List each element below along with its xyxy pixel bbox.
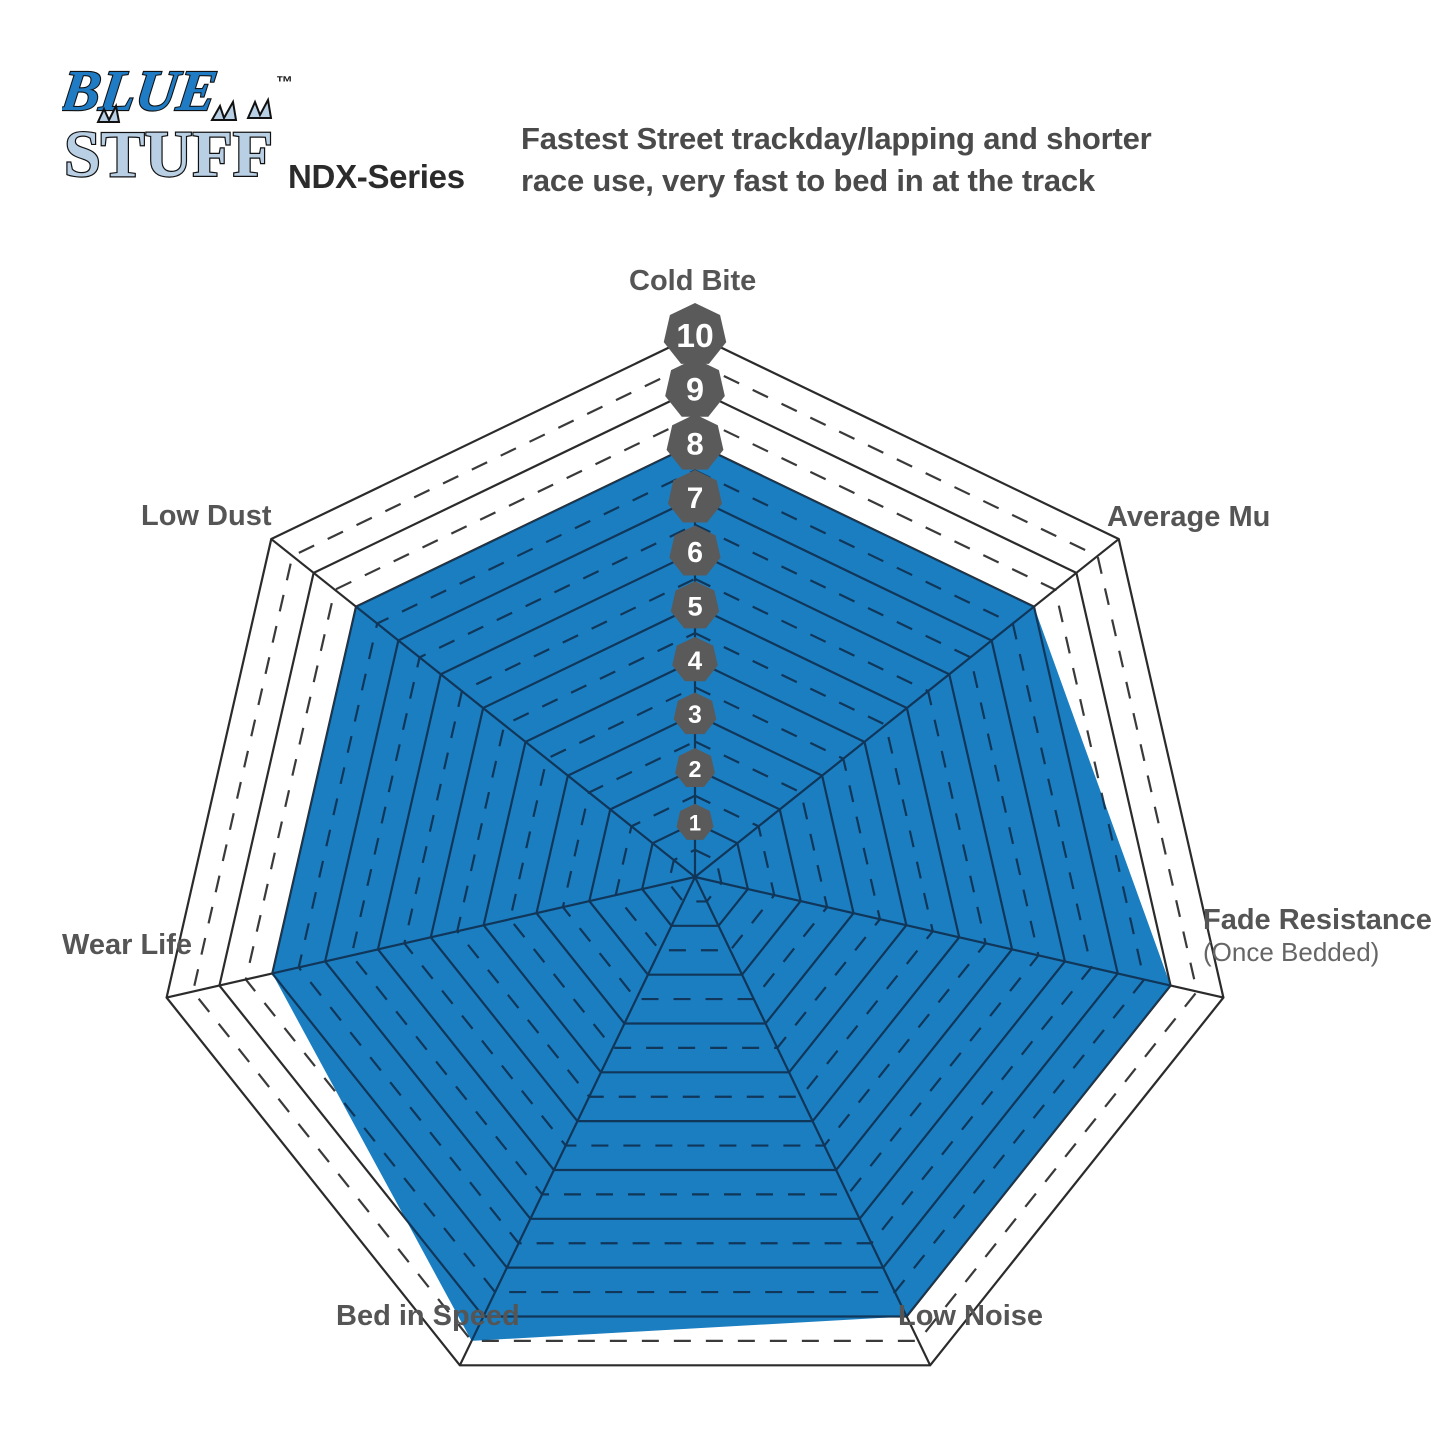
radar-ring-half-over [297,469,1093,1245]
radar-tick-badge-4: 4 [672,636,718,682]
tick-badge-shape [676,803,714,840]
logo-word-blue: BLUE [62,57,222,124]
tick-badge-shape [663,302,727,364]
tick-badge-shape [670,581,720,629]
radar-ring-half-over [403,577,987,1147]
headline: Fastest Street trackday/lapping and shor… [521,118,1261,202]
radar-ring-half-over [561,740,829,1001]
tick-badge-shape [672,636,718,682]
radar-ring-over [376,550,1014,1172]
tick-badge-label: 8 [686,426,703,461]
axis-label-low-dust: Low Dust [141,500,272,532]
axis-label-fade-resistance: Fade Resistance (Once Bedded) [1203,903,1432,968]
radar-ring-over [272,443,1119,1269]
radar-spoke-over [458,876,696,1341]
radar-tick-badge-9: 9 [665,358,725,417]
radar-ring-half-over [456,631,934,1098]
radar-tick-badge-8: 8 [666,414,724,470]
tick-badge-label: 2 [689,756,702,782]
radar-tick-badges: 1 2 3 4 5 6 7 8 9 10 [663,302,727,840]
radar-ring-over [482,658,908,1074]
tick-badge-shape [669,525,721,576]
radar-ring-over [535,713,855,1025]
radar-ring-over [429,604,961,1123]
headline-line-1: Fastest Street trackday/lapping and shor… [521,121,1152,156]
radar-ring-half [191,360,1199,1343]
tick-badge-label: 7 [687,482,704,515]
radar-ring-half-over [350,523,1040,1196]
axis-label-low-noise: Low Noise [898,1300,1044,1332]
axis-label-cold-bite: Cold Bite [629,265,757,297]
radar-tick-badge-7: 7 [667,469,723,523]
radar-tick-badge-2: 2 [675,748,715,788]
radar-spoke-over [694,876,932,1341]
radar-spoke-over [272,875,696,999]
axis-label-fade-resistance-sub: (Once Bedded) [1203,937,1380,968]
tick-badge-shape [665,358,725,417]
radar-ring-over [640,821,750,927]
radar-tick-badge-3: 3 [673,692,717,735]
tick-badge-label: 1 [689,811,701,836]
axis-label-wear-life: Wear Life [62,929,193,961]
tick-badge-label: 10 [676,317,713,355]
tick-badge-label: 5 [687,591,702,622]
radar-spoke-over [694,875,1171,999]
radar-ring-half-over [667,848,723,903]
tick-badge-shape [666,414,724,470]
tick-badge-label: 3 [688,702,702,729]
radar-ring [165,333,1225,1367]
tick-badge-label: 4 [688,647,703,675]
logo-trademark-icon: ™ [276,73,293,92]
tick-badge-label: 6 [687,537,703,569]
tick-badge-shape [667,469,723,523]
bluestuff-logo: BLUE STUFF ™ [62,48,312,208]
tick-badge-label: 9 [686,372,704,408]
axis-label-fade-resistance-text: Fade Resistance [1203,904,1432,936]
radar-series-polygon [272,443,1171,1341]
svg-text:BLUE: BLUE [62,58,221,123]
tick-badge-shape [675,748,715,788]
radar-ring-over [323,496,1067,1220]
radar-tick-badge-5: 5 [670,581,720,629]
radar-series-area [272,443,1171,1341]
radar-tick-badge-6: 6 [669,525,721,576]
svg-text:STUFF: STUFF [64,118,273,191]
radar-tick-badge-10: 10 [663,302,727,364]
headline-line-2: race use, very fast to bed in at the tra… [521,163,1095,199]
series-name: NDX-Series [288,158,465,195]
tick-badge-shape [673,692,717,735]
logo-word-stuff: STUFF [63,96,274,192]
radar-ring-over [588,767,802,976]
axis-label-average-mu: Average Mu [1107,501,1271,533]
radar-ring-half-over [508,686,882,1050]
radar-tick-badge-1: 1 [676,803,714,840]
axis-label-bed-in-speed: Bed in Speed [336,1300,520,1332]
